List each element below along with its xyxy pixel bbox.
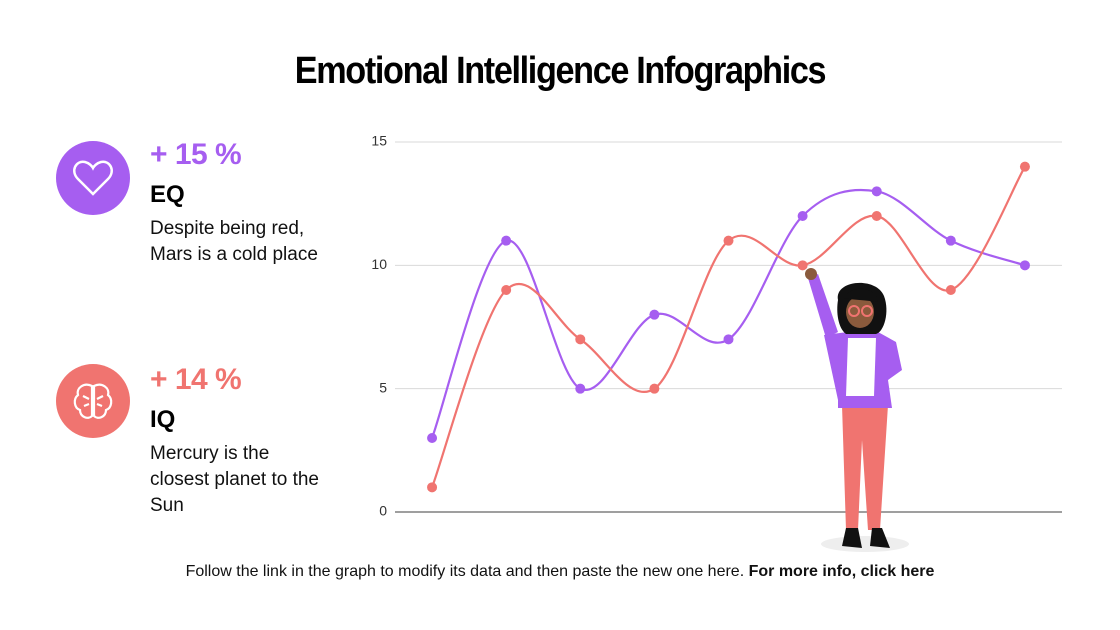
data-point (797, 211, 808, 221)
footer: Follow the link in the graph to modify i… (0, 563, 1120, 581)
data-point (723, 334, 734, 345)
data-point (945, 235, 956, 246)
item-percent: + 14 % (150, 363, 242, 396)
data-point (427, 482, 438, 493)
data-point (575, 383, 586, 394)
series-line (431, 166, 1026, 488)
y-tick-label: 5 (379, 379, 387, 395)
data-point (649, 383, 660, 394)
footer-link[interactable]: For more info, click here (748, 563, 935, 580)
data-point (427, 433, 438, 443)
y-tick-label: 15 (371, 133, 387, 149)
y-tick-label: 10 (371, 256, 387, 272)
data-point (649, 309, 660, 320)
woman-illustration (805, 268, 909, 552)
data-point (871, 211, 882, 221)
item-label: EQ (150, 181, 185, 208)
data-point (1019, 260, 1030, 271)
brain-icon (73, 383, 113, 419)
data-point (871, 186, 882, 197)
series-line (431, 188, 1026, 439)
data-point (1019, 161, 1030, 172)
item-percent: + 15 % (150, 138, 242, 171)
item-label: IQ (150, 406, 176, 433)
data-point (575, 334, 586, 345)
item-text: Despite being red, Mars is a cold place (150, 218, 318, 265)
data-point (501, 285, 512, 295)
footer-text: Follow the link in the graph to modify i… (185, 563, 745, 580)
heart-icon (73, 160, 113, 196)
data-point (723, 235, 734, 246)
data-point (501, 235, 512, 246)
data-point (945, 285, 956, 295)
y-tick-label: 0 (379, 503, 387, 519)
data-point (797, 260, 808, 271)
item-text: Mercury is the closest planet to the Sun (150, 443, 319, 516)
eq-icon-bg (56, 141, 130, 215)
title: Emotional Intelligence Infographics (294, 50, 827, 92)
